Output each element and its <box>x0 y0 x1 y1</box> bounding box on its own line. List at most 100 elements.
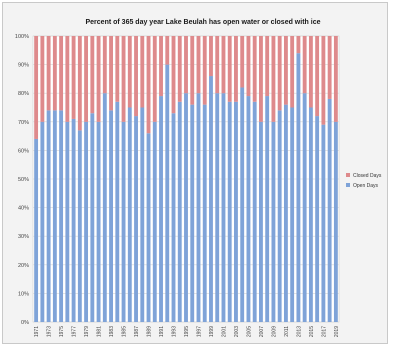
y-tick-label: 40% <box>18 206 29 212</box>
x-tick-label: 1989 <box>147 326 153 337</box>
bar-open-days <box>215 93 220 322</box>
y-tick-label: 10% <box>18 291 29 297</box>
bar-closed-days <box>190 36 195 105</box>
x-tick-label: 2007 <box>259 326 265 337</box>
bar-closed-days <box>252 36 257 102</box>
x-tick-label: 1979 <box>84 326 90 337</box>
y-tick-label: 70% <box>18 120 29 126</box>
x-tick-label: 1987 <box>134 326 140 337</box>
bar-closed-days <box>96 36 101 122</box>
bar-closed-days <box>227 36 232 102</box>
x-tick-label: 2001 <box>221 326 227 337</box>
chart-title: Percent of 365 day year Lake Beulah has … <box>86 19 321 26</box>
bar-closed-days <box>184 36 188 94</box>
y-tick-label: 100% <box>15 34 29 40</box>
bar-closed-days <box>140 36 145 108</box>
bar-open-days <box>333 121 338 322</box>
bar-open-days <box>240 87 245 322</box>
bar-closed-days <box>240 36 245 88</box>
bar-closed-days <box>333 36 338 122</box>
bar-closed-days <box>302 36 307 94</box>
y-tick-label: 50% <box>18 177 29 183</box>
x-tick-label: 2019 <box>334 326 340 337</box>
bar-open-days <box>290 107 295 322</box>
x-tick-label: 1977 <box>72 326 78 337</box>
x-tick-label: 1971 <box>34 326 40 337</box>
chart-frame: Percent of 365 day year Lake Beulah has … <box>2 2 388 344</box>
bar-closed-days <box>171 36 176 114</box>
bar-closed-days <box>52 36 57 111</box>
bar-closed-days <box>265 36 270 97</box>
bar-open-days <box>327 98 332 322</box>
x-tick-label: 2017 <box>321 326 327 337</box>
y-tick-label: 20% <box>18 263 29 269</box>
bar-closed-days <box>271 36 276 122</box>
bar-closed-days <box>59 36 64 111</box>
bar-open-days <box>296 53 301 322</box>
bar-open-days <box>321 124 326 322</box>
bar-open-days <box>227 101 232 322</box>
bar-open-days <box>246 96 251 322</box>
bar-open-days <box>52 110 57 322</box>
bar-open-days <box>202 104 207 322</box>
y-tick-label: 90% <box>18 63 29 69</box>
bar-open-days <box>90 113 95 322</box>
x-tick-label: 1973 <box>47 326 53 337</box>
legend-label: Closed Days <box>353 173 382 179</box>
bar-closed-days <box>65 36 70 122</box>
legend-label: Open Days <box>353 183 379 189</box>
bar-open-days <box>102 93 107 322</box>
bar-open-days <box>77 130 82 322</box>
bar-closed-days <box>290 36 295 108</box>
bar-open-days <box>40 121 45 322</box>
y-axis: 0% 10% 20% 30% 40% 50% 60% 70% 80% 90% 100% <box>15 34 29 326</box>
bar-closed-days <box>296 36 301 54</box>
x-tick-label: 1995 <box>184 326 190 337</box>
bar-open-days <box>65 121 70 322</box>
x-tick-label: 2003 <box>234 326 240 337</box>
bar-closed-days <box>34 36 39 139</box>
bar-open-days <box>234 101 238 322</box>
bar-closed-days <box>134 36 138 117</box>
bar-closed-days <box>259 36 263 122</box>
y-tick-label: 30% <box>18 234 29 240</box>
bar-closed-days <box>84 36 89 122</box>
x-tick-label: 1991 <box>159 326 165 337</box>
bar-open-days <box>315 116 320 322</box>
bar-closed-days <box>246 36 251 97</box>
bar-closed-days <box>121 36 126 122</box>
bar-closed-days <box>277 36 282 111</box>
y-tick-label: 60% <box>18 148 29 154</box>
y-tick-label: 80% <box>18 91 29 97</box>
y-tick-label: 0% <box>21 320 29 326</box>
bar-closed-days <box>209 36 213 77</box>
bar-closed-days <box>308 36 313 108</box>
bar-closed-days <box>215 36 220 94</box>
bar-open-days <box>59 110 64 322</box>
bar-open-days <box>302 93 307 322</box>
x-tick-label: 1999 <box>209 326 215 337</box>
bar-open-days <box>115 101 120 322</box>
bar-closed-days <box>196 36 201 94</box>
bar-closed-days <box>90 36 95 114</box>
bar-closed-days <box>152 36 157 122</box>
bar-closed-days <box>327 36 332 99</box>
bar-open-days <box>190 104 195 322</box>
bar-open-days <box>252 101 257 322</box>
x-tick-label: 2011 <box>284 326 290 337</box>
bar-closed-days <box>146 36 151 134</box>
x-tick-label: 2013 <box>296 326 302 337</box>
bars <box>34 36 338 322</box>
bar-closed-days <box>102 36 107 94</box>
bar-closed-days <box>165 36 170 65</box>
bar-open-days <box>209 76 213 322</box>
x-tick-label: 1983 <box>109 326 115 337</box>
bar-open-days <box>96 121 101 322</box>
bar-closed-days <box>40 36 45 122</box>
bar-open-days <box>71 118 76 322</box>
bar-closed-days <box>321 36 326 125</box>
bar-closed-days <box>71 36 76 119</box>
x-tick-label: 1975 <box>59 326 65 337</box>
bar-closed-days <box>234 36 238 102</box>
bar-open-days <box>277 110 282 322</box>
